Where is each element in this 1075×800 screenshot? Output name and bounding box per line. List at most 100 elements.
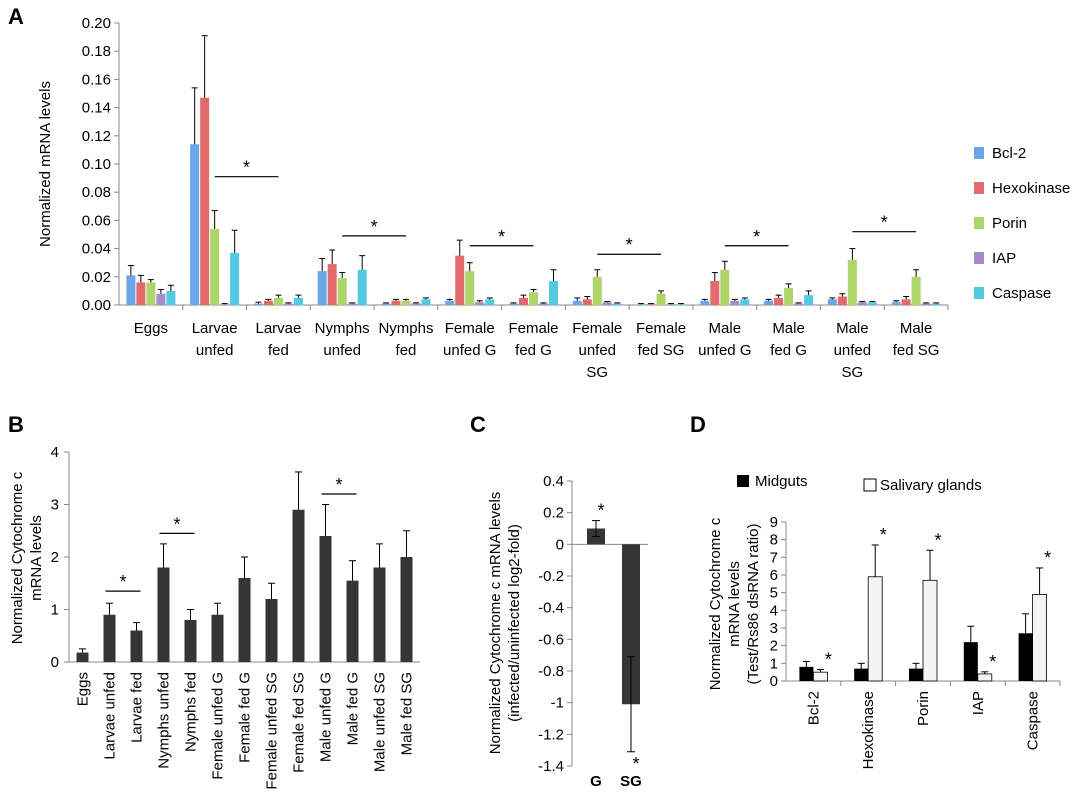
bar-bcl-2: [509, 303, 518, 305]
y-axis-label: Normalized Cytochrome c mRNA levels: [9, 471, 45, 644]
bar-iap: [602, 302, 612, 305]
bar-iap: [347, 303, 357, 305]
category-label: unfed G: [443, 342, 496, 359]
bar: [103, 614, 116, 662]
y-tick-label: -0.4: [538, 600, 564, 617]
legend-label-hexokinase: Hexokinase: [992, 180, 1070, 197]
category-label: Nymphs unfed: [156, 672, 173, 769]
category-label: Male fed G: [345, 672, 362, 745]
y-tick-label: 0.10: [82, 156, 111, 173]
bar: [130, 630, 143, 662]
bar: [292, 509, 305, 662]
bar-bcl-2: [190, 144, 200, 305]
legend-label-midguts: Midguts: [755, 473, 808, 490]
bar-hexokinase: [710, 281, 720, 305]
significance-star: *: [632, 754, 639, 774]
bar-porin: [720, 269, 730, 305]
category-label: Larvae fed: [129, 672, 146, 743]
category-label: Nymphs: [378, 320, 433, 337]
legend-label-porin: Porin: [992, 215, 1027, 232]
category-label: Female: [636, 320, 686, 337]
significance-star: *: [243, 158, 250, 178]
bar-porin: [656, 293, 666, 305]
y-axis-label-line: Normalized Cytochrome c: [707, 517, 724, 690]
bar-porin: [529, 292, 538, 305]
category-label: SG: [586, 364, 608, 381]
bar-hexokinase: [519, 297, 528, 305]
bar-salivary-glands: [813, 671, 828, 682]
y-tick-label: -1: [551, 695, 564, 712]
y-axis-label-line: Normalized Cytochrome c mRNA levels: [487, 492, 504, 755]
bar-iap: [857, 302, 867, 305]
significance-star: *: [626, 235, 633, 255]
bar-iap: [220, 304, 230, 305]
bar-salivary-glands: [1032, 594, 1047, 682]
bar-hexokinase: [263, 300, 273, 305]
bar-hexokinase: [200, 97, 210, 305]
panel-c: 0.4 0.2 0 -0.2 -0.4 -0.6 -0.8 -1 -1.2 -1.4 Normali…: [487, 473, 648, 790]
bar: [373, 567, 386, 662]
y-tick-label: 0.4: [543, 473, 564, 490]
bar-iap: [921, 303, 931, 305]
y-tick-label: 0.06: [82, 212, 111, 229]
bar-hexokinase: [136, 282, 146, 305]
panel-letter-a: A: [8, 4, 24, 29]
bar-porin: [401, 300, 411, 305]
bar-caspase: [612, 303, 622, 305]
category-label: fed G: [770, 342, 807, 359]
significance-star: *: [825, 650, 832, 670]
bar-caspase: [740, 299, 750, 305]
bar-porin: [273, 297, 283, 305]
category-label: Female: [572, 320, 622, 337]
y-tick-label: 0.04: [82, 241, 111, 258]
y-tick-label: 8: [770, 532, 778, 549]
significance-star: *: [119, 572, 126, 592]
y-axis-label-line: mRNA levels: [726, 561, 743, 647]
bar-porin: [911, 276, 921, 305]
bar-salivary-glands: [867, 576, 883, 682]
category-label: Caspase: [1025, 691, 1042, 750]
panel-letter-c: C: [470, 412, 486, 437]
category-label: Larvae: [255, 320, 301, 337]
bar-porin: [146, 282, 156, 305]
category-label: Male: [772, 320, 805, 337]
bar-iap: [475, 302, 485, 305]
bar-iap: [539, 303, 548, 305]
bar-porin: [337, 278, 347, 305]
category-label: Nymphs fed: [183, 672, 200, 752]
bar: [622, 544, 640, 705]
y-tick-label: 1: [51, 602, 59, 619]
legend-swatch-hexokinase: [974, 182, 984, 194]
legend-swatch-bcl-2: [974, 147, 984, 159]
bar-bcl-2: [827, 299, 837, 305]
panel-letter-b: B: [8, 412, 24, 437]
legend-swatch-caspase: [974, 287, 984, 299]
category-label: unfed: [578, 342, 616, 359]
category-label: unfed G: [698, 342, 751, 359]
y-axis-label-line: (Test/Rs86 dsRNA ratio): [745, 524, 762, 685]
bar: [265, 599, 278, 662]
bar-iap: [666, 304, 676, 305]
bar-hexokinase: [901, 299, 911, 305]
legend-swatch-iap: [974, 252, 984, 264]
y-tick-label: 0.14: [82, 100, 111, 117]
y-tick-label: 4: [51, 444, 59, 461]
bar-bcl-2: [572, 300, 582, 305]
bar-porin: [847, 259, 857, 305]
bar-caspase: [804, 295, 814, 305]
category-label: Female fed G: [237, 672, 254, 763]
y-tick-label: 0.00: [82, 297, 111, 314]
bar-hexokinase: [391, 300, 401, 305]
bar-hexokinase: [837, 296, 847, 305]
y-tick-label: 0.18: [82, 43, 111, 60]
y-axis-label: Normalized mRNA levels: [37, 81, 54, 247]
category-label: Eggs: [134, 320, 168, 337]
bar-iap: [411, 303, 421, 305]
category-label: Larvae: [192, 320, 238, 337]
y-tick-label: 1: [770, 655, 778, 672]
y-tick-label: -0.2: [538, 568, 564, 585]
bar: [184, 620, 197, 662]
significance-star: *: [335, 475, 342, 495]
panel-a: 0.00 0.02 0.04 0.06 0.08 0.10 0.12 0.14 0.16 0.18…: [37, 15, 1070, 381]
